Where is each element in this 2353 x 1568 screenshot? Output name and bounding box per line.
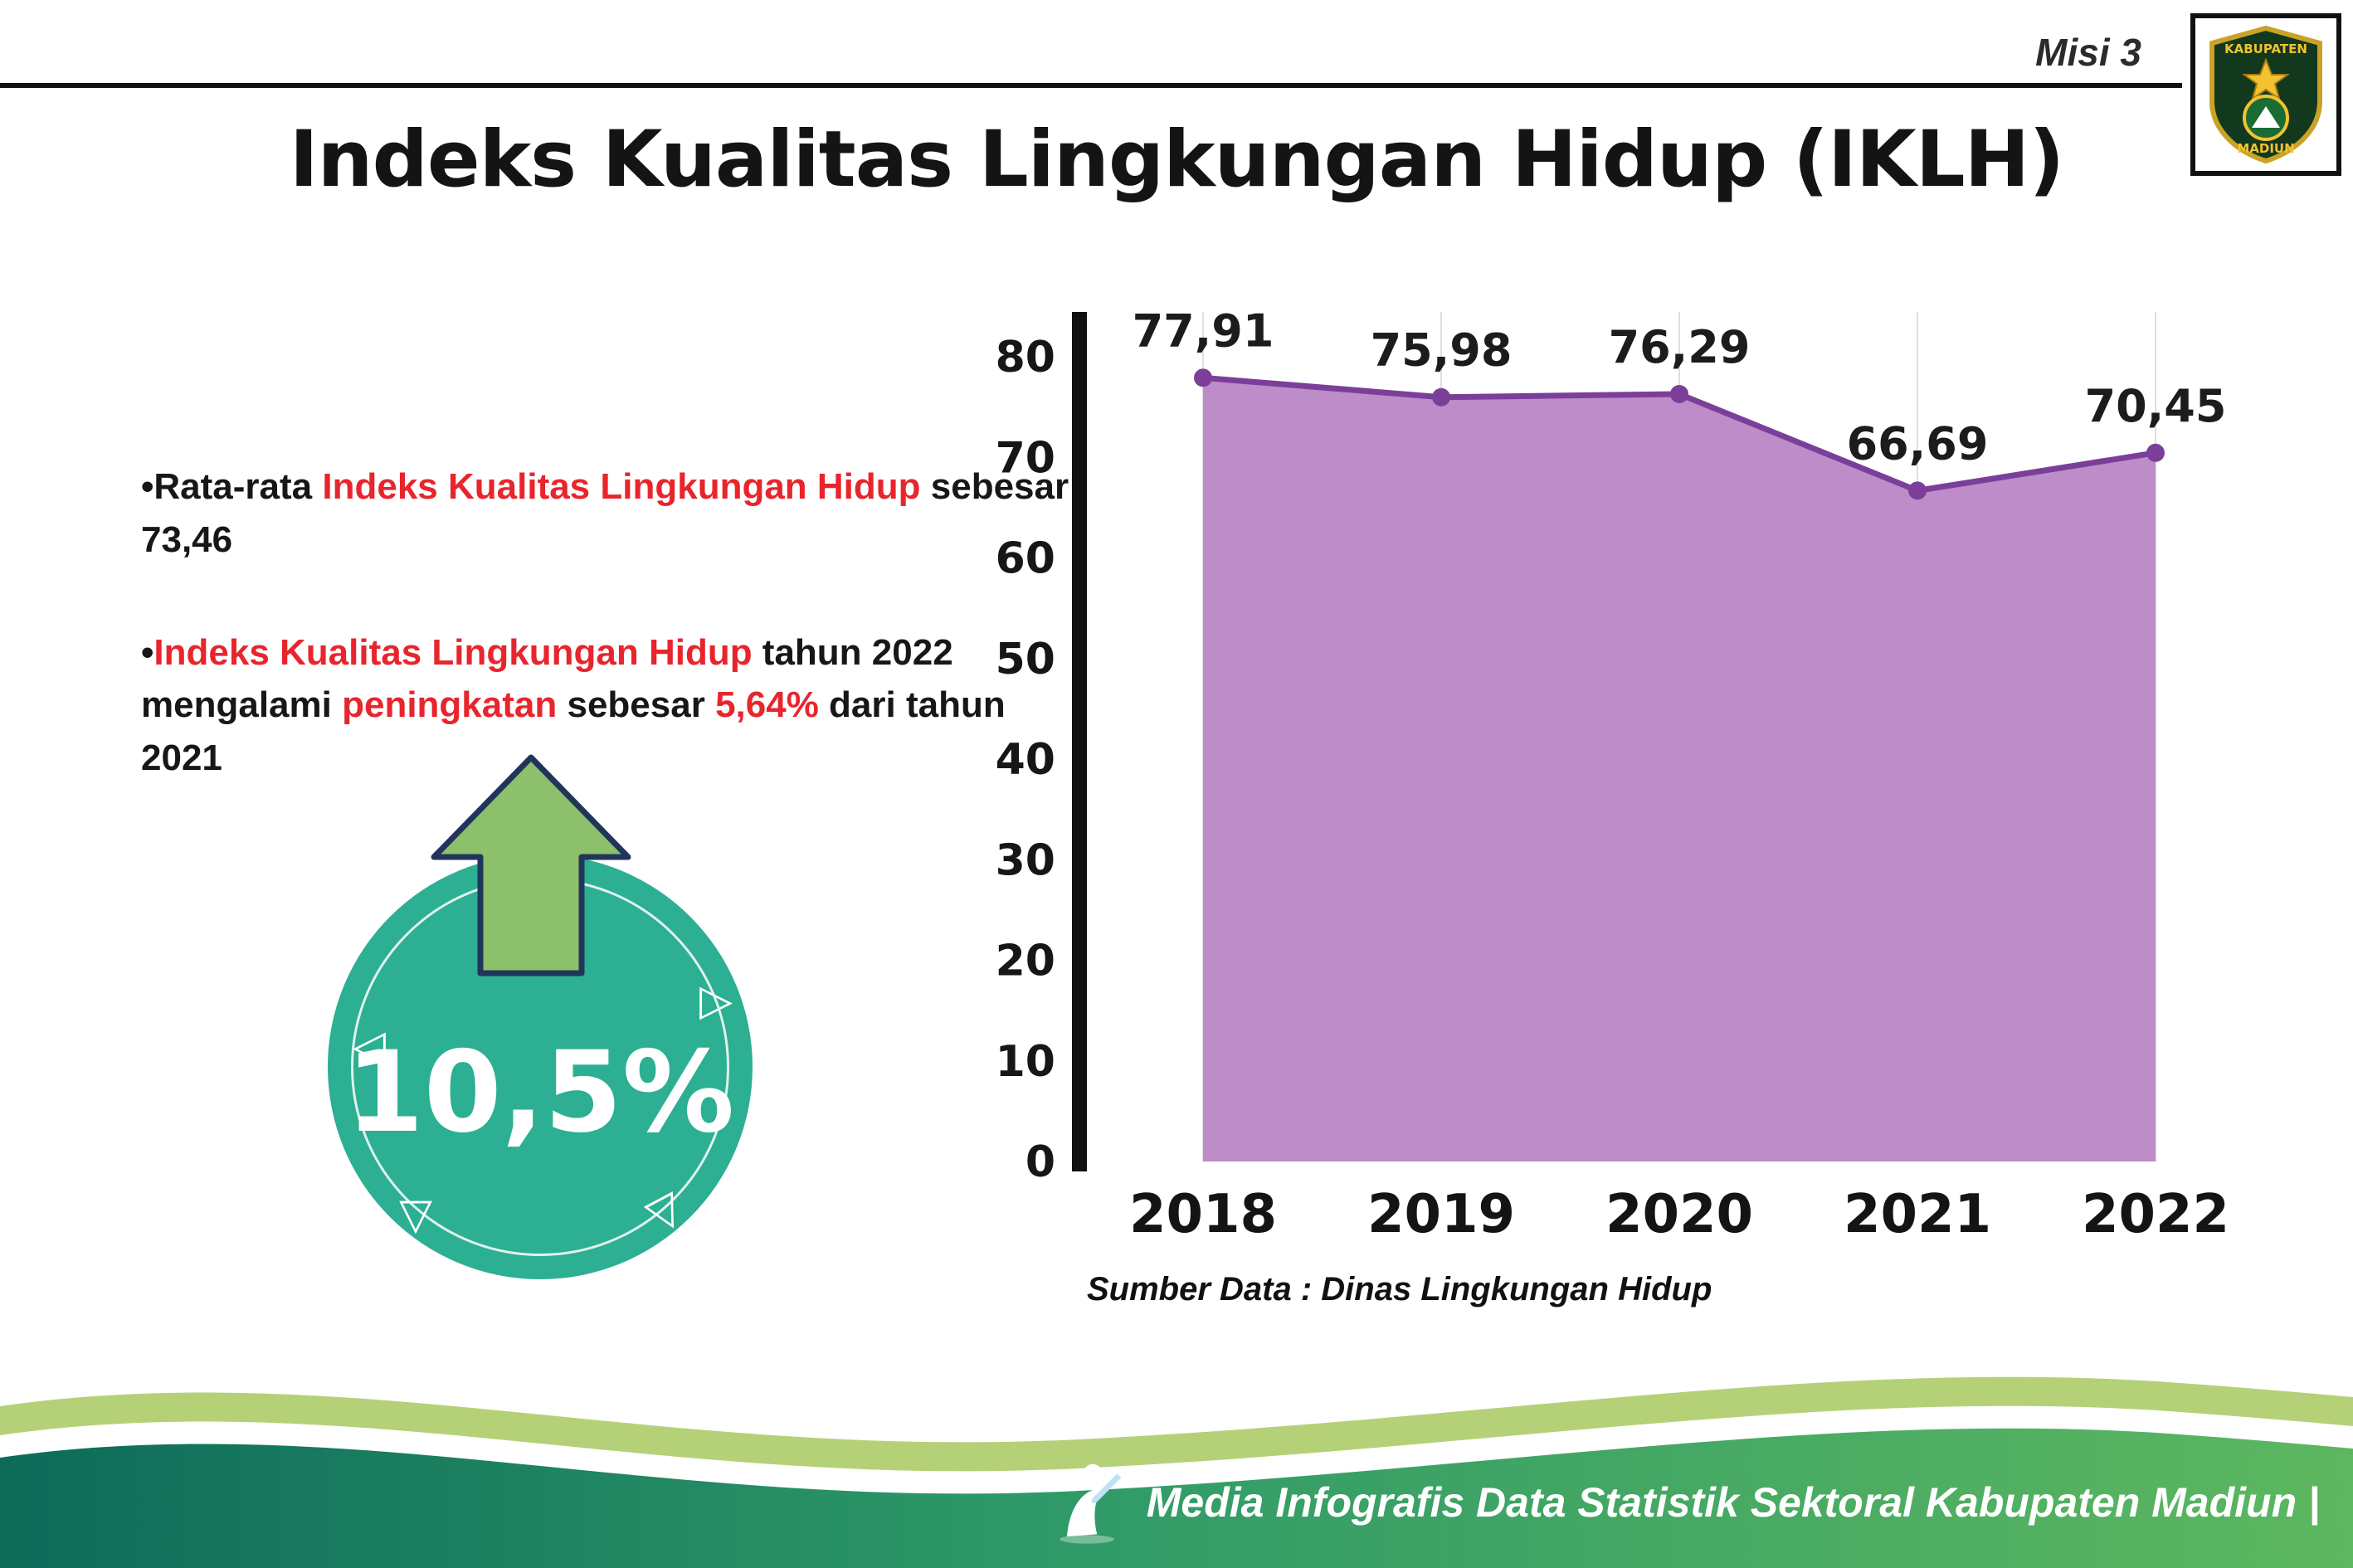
header-divider	[0, 83, 2182, 88]
insight-bullets: •Rata-rata Indeks Kualitas Lingkungan Hi…	[141, 460, 1095, 785]
bullet-average-iklh: •Rata-rata Indeks Kualitas Lingkungan Hi…	[141, 460, 1095, 567]
misi-label: Misi 3	[2035, 31, 2141, 74]
x-tick-label: 2022	[2082, 1184, 2229, 1245]
bullet-text: dari tahun 2021	[141, 684, 1006, 779]
area-series	[1203, 377, 2156, 1161]
data-label: 76,29	[1609, 321, 1751, 373]
bullet-increase-2022: •Indeks Kualitas Lingkungan Hidup tahun …	[141, 626, 1095, 785]
y-tick-label: 10	[996, 1037, 1055, 1087]
y-tick-label: 80	[996, 333, 1055, 382]
bullet-text: sebesar	[557, 684, 716, 726]
page-title: Indeks Kualitas Lingkungan Hidup (IKLH)	[289, 114, 2065, 205]
iklh-area-chart: 77,91 75,98 76,29 66,69 70,45 0 10 20 30 40 50 60 70…	[996, 304, 2229, 1245]
footer-content: Media Infografis Data Statistik Sektoral…	[1051, 1454, 2320, 1550]
bullet-marker: •	[141, 631, 154, 673]
bullet-text-highlight: Indeks Kualitas Lingkungan Hidup	[322, 466, 921, 507]
bullet-text: tahun 2022 mengalami	[141, 631, 953, 726]
data-point	[1432, 387, 1450, 407]
iklh-chart-region: 77,91 75,98 76,29 66,69 70,45 0 10 20 30 40 50 60 70…	[979, 299, 2323, 1361]
source-note: Sumber Data : Dinas Lingkungan Hidup	[1087, 1271, 1712, 1307]
data-point	[2146, 443, 2165, 462]
footer-mascot-icon	[1060, 1463, 1127, 1544]
y-tick-label: 0	[1025, 1137, 1055, 1187]
y-tick-label: 70	[996, 433, 1055, 483]
data-label: 77,91	[1133, 304, 1274, 357]
y-tick-label: 60	[996, 534, 1055, 584]
x-tick-label: 2020	[1605, 1184, 1753, 1245]
x-tick-label: 2018	[1129, 1184, 1277, 1245]
bullet-text-highlight: Indeks Kualitas Lingkungan Hidup	[153, 631, 753, 673]
logo-text-bottom: MADIUN	[2237, 141, 2294, 156]
logo-text-top: KABUPATEN	[2224, 41, 2307, 56]
kabupaten-madiun-crest: KABUPATEN MADIUN	[2209, 25, 2322, 164]
badge-value: 10,5%	[345, 1026, 735, 1157]
data-label: 75,98	[1371, 324, 1513, 377]
bullet-text: sebesar 73,46	[141, 466, 1069, 560]
bullet-text-highlight: peningkatan	[342, 684, 558, 726]
y-tick-label: 20	[996, 937, 1055, 986]
data-point	[1670, 384, 1688, 403]
data-point	[1908, 481, 1927, 500]
arrow-up-icon	[431, 754, 631, 976]
kabupaten-madiun-logo: KABUPATEN MADIUN	[2190, 13, 2341, 176]
y-axis	[1072, 312, 1087, 1171]
data-label: 66,69	[1847, 417, 1989, 470]
data-point	[1194, 368, 1212, 387]
footer-caption: Media Infografis Data Statistik Sektoral…	[1146, 1478, 2320, 1526]
footer-wave-decoration	[0, 1376, 2353, 1568]
bullet-text: Rata-rata	[153, 466, 323, 507]
y-tick-label: 40	[996, 735, 1055, 785]
y-tick-label: 50	[996, 635, 1055, 684]
y-tick-label: 30	[996, 835, 1055, 885]
bullet-marker: •	[141, 466, 154, 507]
x-tick-label: 2021	[1844, 1184, 1991, 1245]
x-tick-label: 2019	[1367, 1184, 1515, 1245]
bullet-text-highlight: 5,64%	[715, 684, 819, 726]
data-label: 70,45	[2085, 380, 2227, 432]
triangle-right-icon: ▷	[699, 976, 733, 1025]
triangle-bottom-left-icon: ▽	[399, 1191, 432, 1239]
triangle-left-icon: ◁	[353, 1022, 386, 1070]
